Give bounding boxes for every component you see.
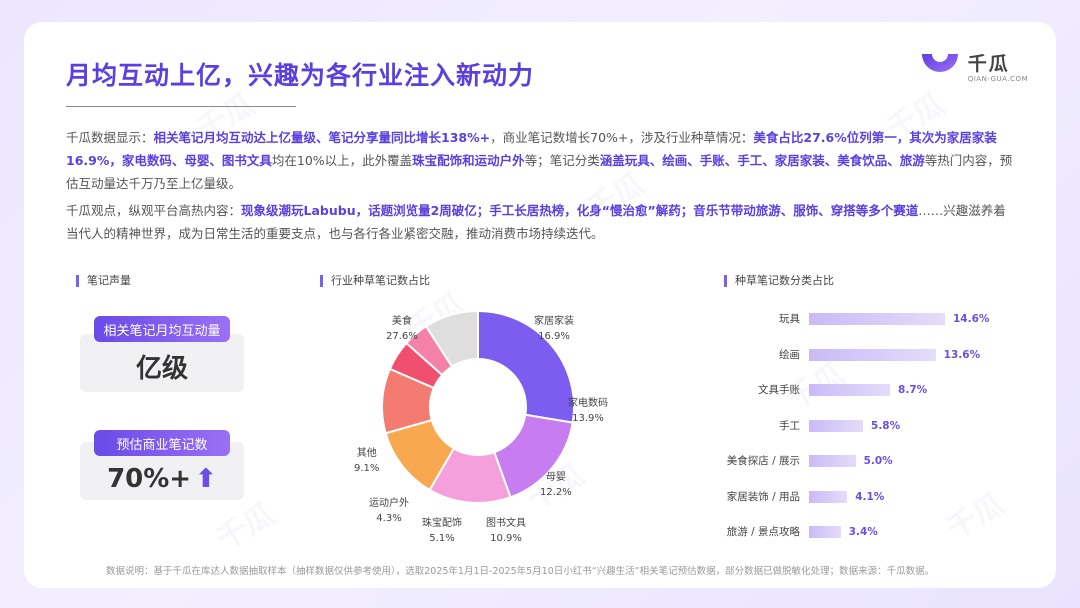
- bar-row-6: 旅游 / 景点攻略 3.4%: [714, 524, 1014, 540]
- footnote: 数据说明：基于千瓜在库达人数据抽取样本（抽样数据仅供参考使用），选取2025年1…: [106, 566, 935, 577]
- watermark: 千瓜: [211, 496, 281, 558]
- donut-label-5: 珠宝配饰 5.1%: [422, 516, 462, 546]
- donut-slice-4: [381, 367, 436, 435]
- text-run: 等热门内容，预估互动量达千万乃至上亿量级。: [66, 153, 1013, 191]
- donut-label-1: 家居家装 16.9%: [534, 314, 574, 344]
- donut-category-label: 美食: [391, 316, 412, 327]
- bar-category-label: 手工: [779, 419, 800, 432]
- bar-category-label: 玩具: [779, 313, 800, 325]
- donut-category-label: 珠宝配饰: [422, 518, 462, 529]
- kpi-value-text: 70%+: [107, 464, 192, 494]
- viewpoint-paragraph: 千瓜观点，纵观平台高热内容：现象级潮玩Labubu，话题浏览量2周破亿；手工长居…: [66, 199, 1016, 245]
- logo-icon: [921, 54, 958, 73]
- donut-slice-5: [388, 341, 444, 390]
- bar-4: [809, 455, 856, 467]
- bar-0: [809, 313, 945, 325]
- text-run: 均在10%以上，此外覆盖: [271, 153, 413, 168]
- donut-category-label: 家居家装: [534, 316, 574, 327]
- donut-value-label: 12.2%: [540, 487, 572, 498]
- kpi-label-commercial-notes: 预估商业笔记数: [94, 430, 230, 456]
- bar-value-label: 5.0%: [863, 455, 893, 467]
- donut-label-0: 美食 27.6%: [386, 314, 418, 344]
- highlight-text: 现象级潮玩Labubu，话题浏览量2周破亿；手工长居热榜，化身“慢治愈”解药；音…: [241, 203, 919, 218]
- title-underline: [66, 106, 296, 107]
- brand-logo: 千瓜 QIAN-GUA.COM: [916, 48, 1028, 88]
- bar-value-label: 4.1%: [855, 490, 885, 503]
- text-run: 千瓜观点，纵观平台高热内容：: [66, 203, 242, 218]
- logo-name: 千瓜: [967, 53, 1010, 75]
- highlight-text: 相关笔记月均互动达上亿量级、笔记分享量同比增长138%+: [153, 130, 491, 145]
- bar-6: [809, 526, 841, 538]
- bar-value-label: 8.7%: [898, 384, 928, 396]
- bar-row-0: 玩具 14.6%: [714, 311, 1014, 327]
- bar-row-1: 绘画 13.6%: [714, 347, 1014, 363]
- bar-category-label: 绘画: [779, 348, 800, 361]
- section-label-notes-volume: 笔记声量: [76, 275, 131, 287]
- donut-category-label: 其他: [356, 448, 377, 459]
- donut-label-2: 家电数码 13.9%: [568, 396, 608, 426]
- bar-chart-title: 种草笔记数分类占比: [724, 275, 834, 287]
- donut-category-label: 家电数码: [568, 398, 608, 409]
- bar-value-label: 3.4%: [848, 526, 878, 538]
- up-arrow-icon: ⬆: [195, 464, 217, 494]
- bar-2: [809, 384, 891, 396]
- donut-category-label: 运动户外: [369, 498, 409, 509]
- bar-row-5: 家居装饰 / 用品 4.1%: [714, 489, 1014, 505]
- kpi-value-interaction: 亿级: [135, 354, 188, 384]
- donut-value-label: 9.1%: [354, 463, 380, 474]
- highlight-text: 珠宝配饰和运动户外: [412, 153, 525, 168]
- page-title: 月均互动上亿，兴趣为各行业注入新动力: [66, 61, 535, 90]
- donut-label-7: 其他 9.1%: [354, 446, 379, 476]
- donut-value-label: 10.9%: [490, 533, 522, 544]
- summary-paragraph: 千瓜数据显示：相关笔记月均互动达上亿量级、笔记分享量同比增长138%+，商业笔记…: [66, 126, 1016, 195]
- donut-value-label: 16.9%: [538, 331, 570, 342]
- bar-value-label: 13.6%: [943, 348, 981, 361]
- donut-label-3: 母婴 12.2%: [540, 470, 572, 500]
- donut-label-4: 图书文具 10.9%: [486, 516, 526, 546]
- highlight-text: 涵盖玩具、绘画、手账、手工、家居家装、美食饮品、旅游: [599, 153, 925, 168]
- bar-value-label: 14.6%: [953, 313, 990, 325]
- donut-label-6: 运动户外 4.3%: [369, 496, 409, 526]
- donut-category-label: 图书文具: [486, 518, 526, 529]
- bar-row-3: 手工 5.8%: [714, 418, 1014, 434]
- kpi-value-commercial-notes: 70%+ ⬆: [80, 464, 244, 494]
- donut-value-label: 27.6%: [386, 331, 418, 342]
- report-card: 千瓜 千瓜 千瓜 千瓜 千瓜 千瓜 千瓜 千瓜 千瓜 月均互动上亿，兴趣为各行业…: [24, 22, 1056, 588]
- bar-3: [809, 419, 864, 432]
- donut-slice-3: [384, 418, 456, 492]
- donut-value-label: 5.1%: [429, 533, 455, 544]
- bar-row-2: 文具手账 8.7%: [714, 382, 1014, 398]
- bar-category-label: 家居装饰 / 用品: [726, 490, 800, 503]
- kpi-label-interaction: 相关笔记月均互动量: [94, 316, 230, 342]
- donut-value-label: 13.9%: [572, 413, 604, 424]
- logo-url: QIAN-GUA.COM: [967, 75, 1028, 83]
- bar-row-4: 美食探店 / 展示 5.0%: [714, 453, 1014, 469]
- bar-category-label: 文具手账: [758, 384, 800, 396]
- donut-category-label: 母婴: [545, 472, 566, 483]
- highlight-text: 美食占比27.6%位列第一，其次为家居家装16.9%，家电数码、母婴、图书文具: [66, 130, 997, 168]
- bar-category-label: 美食探店 / 展示: [726, 455, 800, 467]
- text-run: 千瓜数据显示：: [66, 130, 154, 145]
- text-run: ……兴趣滋养着当代人的精神世界，成为日常生活的重要支点，也与各行各业紧密交融，推…: [66, 203, 1006, 241]
- bar-1: [809, 348, 936, 361]
- bar-category-label: 旅游 / 景点攻略: [726, 526, 800, 538]
- text-run: 等；笔记分类: [524, 153, 600, 168]
- text-run: ，商业笔记数增长70%+，涉及行业种草情况：: [490, 130, 754, 145]
- kpi-box-interaction: [80, 334, 244, 392]
- bar-value-label: 5.8%: [871, 419, 901, 432]
- donut-value-label: 4.3%: [376, 513, 402, 524]
- donut-chart-title: 行业种草笔记数占比: [320, 275, 430, 287]
- donut-slice-2: [428, 447, 512, 504]
- donut-slice-7: [424, 309, 479, 369]
- bar-5: [809, 490, 848, 503]
